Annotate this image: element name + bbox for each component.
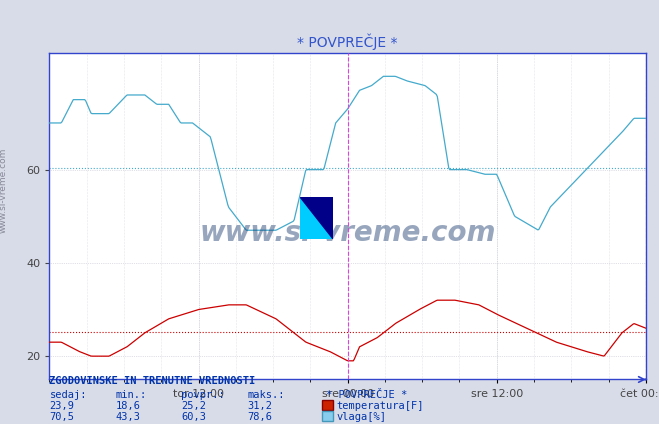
Text: 60,3: 60,3 bbox=[181, 412, 206, 422]
Text: maks.:: maks.: bbox=[247, 390, 285, 400]
Text: min.:: min.: bbox=[115, 390, 146, 400]
Text: povpr.:: povpr.: bbox=[181, 390, 225, 400]
Text: 31,2: 31,2 bbox=[247, 401, 272, 411]
Text: vlaga[%]: vlaga[%] bbox=[336, 412, 386, 422]
Text: * POVPREČJE *: * POVPREČJE * bbox=[326, 390, 407, 400]
Title: * POVPREČJE *: * POVPREČJE * bbox=[297, 34, 398, 50]
Text: temperatura[F]: temperatura[F] bbox=[336, 401, 424, 411]
Text: 18,6: 18,6 bbox=[115, 401, 140, 411]
Text: www.si-vreme.com: www.si-vreme.com bbox=[200, 218, 496, 247]
Text: sedaj:: sedaj: bbox=[49, 390, 87, 400]
Text: ZGODOVINSKE IN TRENUTNE VREDNOSTI: ZGODOVINSKE IN TRENUTNE VREDNOSTI bbox=[49, 376, 256, 386]
Text: 23,9: 23,9 bbox=[49, 401, 74, 411]
Text: 70,5: 70,5 bbox=[49, 412, 74, 422]
Text: 78,6: 78,6 bbox=[247, 412, 272, 422]
Text: www.si-vreme.com: www.si-vreme.com bbox=[0, 148, 8, 234]
Text: 43,3: 43,3 bbox=[115, 412, 140, 422]
Text: 25,2: 25,2 bbox=[181, 401, 206, 411]
